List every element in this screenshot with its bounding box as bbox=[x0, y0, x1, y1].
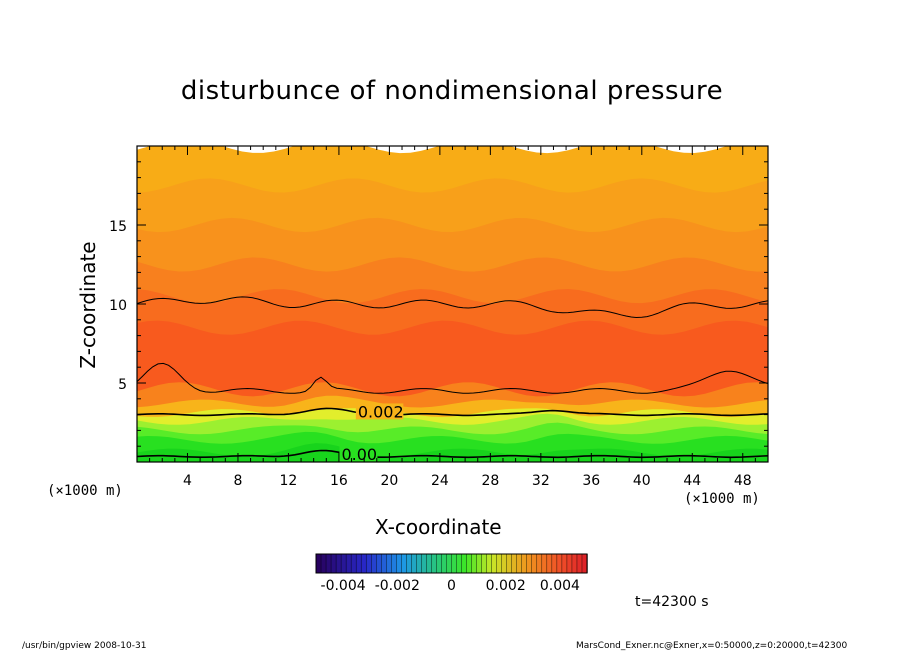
colorbar-tick-label: -0.002 bbox=[375, 578, 420, 594]
colorbar-cell bbox=[471, 553, 478, 574]
chart-title: disturbunce of nondimensional pressure bbox=[180, 76, 724, 106]
colorbar-cell bbox=[501, 553, 508, 574]
colorbar-cell bbox=[325, 553, 332, 574]
colorbar-cell bbox=[516, 553, 523, 574]
contour-label-bg bbox=[355, 403, 404, 420]
colorbar-cell bbox=[461, 553, 468, 574]
colorbar-cell bbox=[446, 553, 453, 574]
colorbar-cell bbox=[406, 553, 413, 574]
colorbar-cell bbox=[431, 553, 438, 574]
contour-band bbox=[137, 443, 768, 462]
x-axis-unit-right: (×1000 m) bbox=[684, 491, 760, 507]
colorbar-cell bbox=[436, 553, 443, 574]
plot-area: 0.002 0.00 bbox=[137, 146, 768, 464]
colorbar-cell bbox=[561, 553, 568, 574]
contour-line-lower bbox=[137, 362, 768, 394]
x-tick-label: 8 bbox=[233, 473, 242, 489]
colorbar-cell bbox=[506, 553, 513, 574]
colorbar-cell bbox=[456, 553, 463, 574]
contour-line-0 bbox=[137, 449, 768, 459]
contour-line-upper bbox=[137, 296, 768, 319]
colorbar-cell bbox=[536, 553, 543, 574]
x-tick-label: 24 bbox=[431, 473, 449, 489]
colorbar-cell bbox=[365, 553, 372, 574]
colorbar-cell bbox=[546, 553, 553, 574]
y-tick-label: 5 bbox=[118, 377, 127, 393]
colorbar-cell bbox=[541, 553, 548, 574]
contour-line-0.002 bbox=[137, 407, 768, 417]
colorbar-cell bbox=[376, 553, 382, 574]
colorbar-cell bbox=[466, 553, 473, 574]
colorbar-cell bbox=[330, 553, 337, 574]
colorbar-cell bbox=[476, 553, 483, 574]
x-tick-label: 40 bbox=[633, 473, 651, 489]
colorbar-cell bbox=[371, 553, 377, 574]
colorbar-cell bbox=[566, 553, 573, 574]
colorbar-cell bbox=[335, 553, 342, 574]
colorbar-cell bbox=[426, 553, 433, 574]
colorbar-cell bbox=[511, 553, 518, 574]
contour-label-bg bbox=[339, 446, 378, 462]
colorbar-cell bbox=[481, 553, 488, 574]
colorbar-cell bbox=[381, 553, 387, 574]
x-axis-label: X-coordinate bbox=[375, 515, 502, 539]
colorbar-cell bbox=[551, 553, 558, 574]
colorbar-cell bbox=[345, 553, 352, 574]
colorbar-frame bbox=[315, 553, 588, 574]
colorbar-tick-label: 0.004 bbox=[540, 578, 580, 594]
colorbar-cell bbox=[496, 553, 503, 574]
x-tick-label: 48 bbox=[734, 473, 752, 489]
colorbar-cell bbox=[521, 553, 528, 574]
colorbar-cell bbox=[315, 553, 322, 574]
footer-right-text: MarsCond_Exner.nc@Exner,x=0:50000,z=0:20… bbox=[576, 641, 848, 651]
x-axis-unit-left: (×1000 m) bbox=[47, 483, 123, 499]
colorbar-cell bbox=[360, 553, 367, 574]
x-tick-label: 20 bbox=[380, 473, 398, 489]
colorbar-cell bbox=[386, 553, 392, 574]
colorbar-cell bbox=[571, 553, 578, 574]
colorbar-tick-label: 0.002 bbox=[486, 578, 526, 594]
footer-left-text: /usr/bin/gpview 2008-10-31 bbox=[22, 641, 147, 651]
colorbar-cell bbox=[556, 553, 563, 574]
colorbar-cell bbox=[486, 553, 493, 574]
x-tick-label: 12 bbox=[280, 473, 298, 489]
colorbar-cell bbox=[526, 553, 533, 574]
contour-label: 0.00 bbox=[341, 445, 377, 464]
x-tick-label: 16 bbox=[330, 473, 348, 489]
colorbar-cell bbox=[391, 553, 397, 574]
colorbar-cell bbox=[421, 553, 428, 574]
colorbar-cell bbox=[576, 553, 583, 574]
time-label: t=42300 s bbox=[635, 594, 709, 610]
colorbar-cell bbox=[416, 553, 423, 574]
colorbar-tick-label: -0.004 bbox=[321, 578, 366, 594]
colorbar-cell bbox=[355, 553, 362, 574]
colorbar-cell bbox=[340, 553, 347, 574]
x-tick-label: 44 bbox=[683, 473, 701, 489]
x-tick-label: 36 bbox=[582, 473, 600, 489]
x-tick-label: 28 bbox=[481, 473, 499, 489]
y-tick-label: 10 bbox=[109, 298, 127, 314]
colorbar-cell bbox=[441, 553, 448, 574]
colorbar-cell bbox=[531, 553, 538, 574]
y-tick-label: 15 bbox=[109, 219, 127, 235]
colorbar-cell bbox=[451, 553, 458, 574]
colorbar-cell bbox=[411, 553, 418, 574]
colorbar-cell bbox=[396, 553, 403, 574]
colorbar-cell bbox=[320, 553, 327, 574]
x-tick-label: 4 bbox=[183, 473, 192, 489]
contour-label: 0.002 bbox=[358, 402, 404, 421]
colorbar-cell bbox=[401, 553, 408, 574]
colorbar-cell bbox=[491, 553, 498, 574]
colorbar-cell bbox=[350, 553, 357, 574]
x-tick-label: 32 bbox=[532, 473, 550, 489]
colorbar-tick-label: 0 bbox=[447, 578, 456, 594]
